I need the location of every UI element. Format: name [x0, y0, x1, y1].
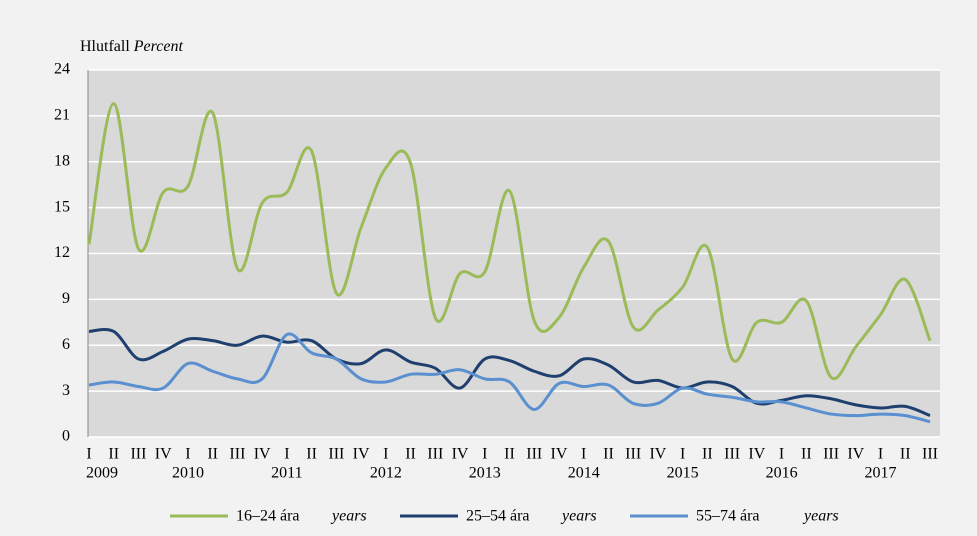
- x-tick-label: II: [108, 446, 119, 463]
- legend-label: 16–24 ára: [236, 508, 300, 525]
- y-tick-label: 3: [62, 382, 70, 399]
- year-label: 2016: [766, 465, 798, 482]
- x-tick-label: I: [482, 446, 487, 463]
- x-tick-label: IV: [748, 446, 765, 463]
- x-tick-label: III: [229, 446, 245, 463]
- x-tick-label: III: [130, 446, 146, 463]
- y-tick-label: 18: [54, 152, 70, 169]
- y-tick-label: 24: [54, 61, 70, 78]
- x-tick-label: IV: [452, 446, 469, 463]
- y-tick-label: 12: [54, 244, 70, 261]
- x-tick-label: III: [328, 446, 344, 463]
- x-tick-label: I: [284, 446, 289, 463]
- x-tick-label: I: [581, 446, 586, 463]
- x-tick-label: III: [922, 446, 938, 463]
- year-label: 2017: [865, 465, 897, 482]
- series-line: [88, 332, 931, 424]
- y-tick-label: 9: [62, 290, 70, 307]
- x-tick-label: IV: [254, 446, 271, 463]
- y-tick-label: 6: [62, 336, 70, 353]
- year-label: 2012: [370, 465, 402, 482]
- legend-label-en: years: [802, 508, 839, 525]
- x-tick-label: IV: [353, 446, 370, 463]
- x-tick-label: IV: [649, 446, 666, 463]
- x-tick-label: III: [427, 446, 443, 463]
- year-label: 2013: [469, 465, 501, 482]
- x-tick-label: I: [680, 446, 685, 463]
- y-label-en: Percent: [133, 38, 184, 55]
- x-tick-label: III: [724, 446, 740, 463]
- y-label: Hlutfall Percent: [80, 38, 183, 55]
- x-tick-label: II: [306, 446, 317, 463]
- year-label: 2009: [86, 465, 118, 482]
- x-tick-label: II: [603, 446, 614, 463]
- x-tick-label: I: [878, 446, 883, 463]
- x-tick-label: IV: [847, 446, 864, 463]
- x-tick-label: I: [86, 446, 91, 463]
- x-tick-label: I: [185, 446, 190, 463]
- legend-label: 55–74 ára: [696, 508, 760, 525]
- y-tick-label: 15: [54, 198, 70, 215]
- x-tick-label: IV: [551, 446, 568, 463]
- x-tick-label: II: [801, 446, 812, 463]
- x-tick-label: III: [625, 446, 641, 463]
- x-tick-label: III: [526, 446, 542, 463]
- year-label: 2015: [667, 465, 699, 482]
- series-line: [88, 327, 931, 417]
- legend-label-en: years: [560, 508, 597, 525]
- y-label-is: Hlutfall: [80, 38, 130, 55]
- x-tick-label: II: [405, 446, 416, 463]
- y-tick-label: 0: [62, 428, 70, 445]
- x-tick-label: II: [702, 446, 713, 463]
- x-tick-label: II: [504, 446, 515, 463]
- x-tick-label: III: [823, 446, 839, 463]
- year-label: 2014: [568, 465, 600, 482]
- x-tick-label: II: [900, 446, 911, 463]
- y-tick-label: 21: [54, 107, 70, 124]
- x-tick-label: II: [207, 446, 218, 463]
- series-line: [87, 102, 932, 381]
- x-tick-label: IV: [155, 446, 172, 463]
- year-label: 2011: [271, 465, 302, 482]
- legend-label: 25–54 ára: [466, 508, 530, 525]
- x-tick-label: I: [383, 446, 388, 463]
- legend-label-en: years: [330, 508, 367, 525]
- year-label: 2010: [172, 465, 204, 482]
- x-tick-label: I: [779, 446, 784, 463]
